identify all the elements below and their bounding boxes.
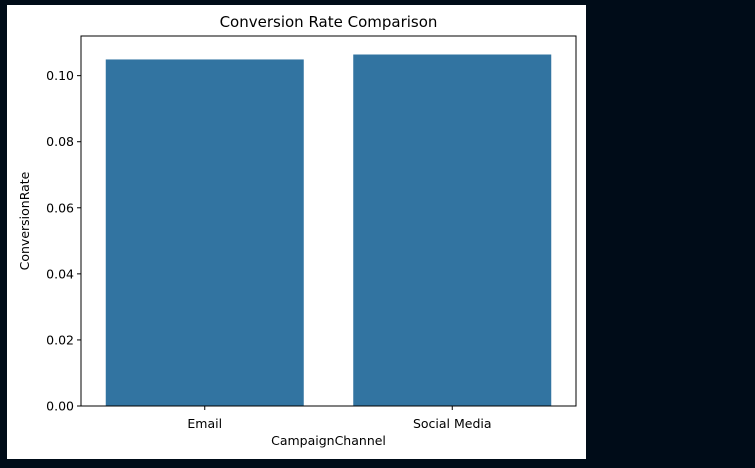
chart-title: Conversion Rate Comparison xyxy=(220,13,438,31)
y-tick-label: 0.08 xyxy=(46,134,74,149)
x-axis-ticks: Email Social Media xyxy=(187,406,492,431)
bar-email xyxy=(105,59,304,407)
bar-chart: Conversion Rate Comparison 0.000.020.040… xyxy=(17,13,577,448)
y-tick-label: 0.00 xyxy=(46,399,74,414)
bar-social-media xyxy=(353,54,552,406)
y-axis-label: ConversionRate xyxy=(17,171,32,270)
y-tick-label: 0.06 xyxy=(46,200,74,215)
y-tick-label: 0.04 xyxy=(46,266,74,281)
y-axis-ticks: 0.00 0.02 0.04 0.06 0.08 0.10 xyxy=(46,68,81,414)
y-tick-label: 0.02 xyxy=(46,332,74,347)
x-axis-label: CampaignChannel xyxy=(271,433,386,448)
bars-group xyxy=(105,54,552,407)
x-tick-label: Social Media xyxy=(413,416,492,431)
x-tick-label: Email xyxy=(187,416,222,431)
plot-frame xyxy=(80,35,577,407)
figure: Conversion Rate Comparison 0.00 0.02 0.04 0… xyxy=(7,5,586,459)
y-tick-label: 0.10 xyxy=(46,68,74,83)
